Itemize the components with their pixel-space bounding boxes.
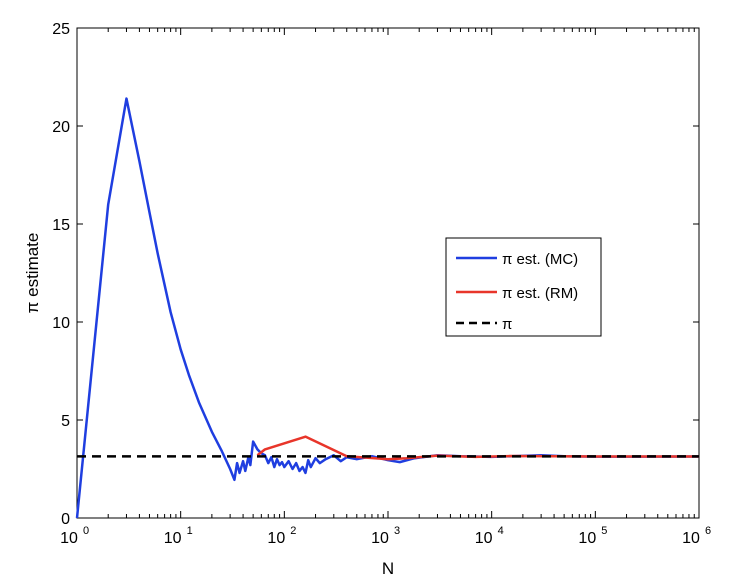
legend-box [445, 237, 602, 337]
y-tick-label: 10 [52, 315, 70, 332]
legend-label-rm: π est. (RM) [502, 285, 578, 302]
x-tick-label-exponent: 0 [83, 525, 89, 537]
x-tick-label: 10 [475, 530, 493, 547]
x-tick-labels: 10 0 10 1 10 2 10 3 10 4 10 5 10 6 [60, 525, 711, 547]
x-tick-label-exponent: 3 [394, 525, 400, 537]
x-tick-label: 10 [682, 530, 700, 547]
x-tick-label-exponent: 4 [498, 525, 504, 537]
y-tick-label: 25 [52, 21, 70, 38]
x-tick-label-exponent: 2 [290, 525, 296, 537]
y-tick-label: 5 [61, 413, 70, 430]
x-tick-label: 10 [371, 530, 389, 547]
x-tick-label: 10 [267, 530, 285, 547]
x-tick-label-exponent: 1 [187, 525, 193, 537]
y-tick-label: 15 [52, 217, 70, 234]
plot-frame [76, 27, 700, 519]
x-tick-label: 10 [60, 530, 78, 547]
axis-ticks [76, 27, 700, 519]
x-tick-label: 10 [578, 530, 596, 547]
y-tick-label: 20 [52, 119, 70, 136]
x-tick-label-exponent: 5 [601, 525, 607, 537]
x-tick-label-exponent: 6 [705, 525, 711, 537]
series-layer [75, 97, 700, 519]
x-tick-label: 10 [164, 530, 182, 547]
y-axis-label: π estimate [23, 233, 42, 314]
y-tick-labels: 0 5 10 15 20 25 [52, 21, 70, 528]
x-axis-label: N [382, 559, 394, 578]
y-tick-label: 0 [61, 511, 70, 528]
legend-label-pi: π [502, 316, 512, 333]
legend: π est. (MC) π est. (RM) π [445, 237, 602, 337]
legend-label-mc: π est. (MC) [502, 251, 578, 268]
series-mc-line [75, 97, 700, 519]
